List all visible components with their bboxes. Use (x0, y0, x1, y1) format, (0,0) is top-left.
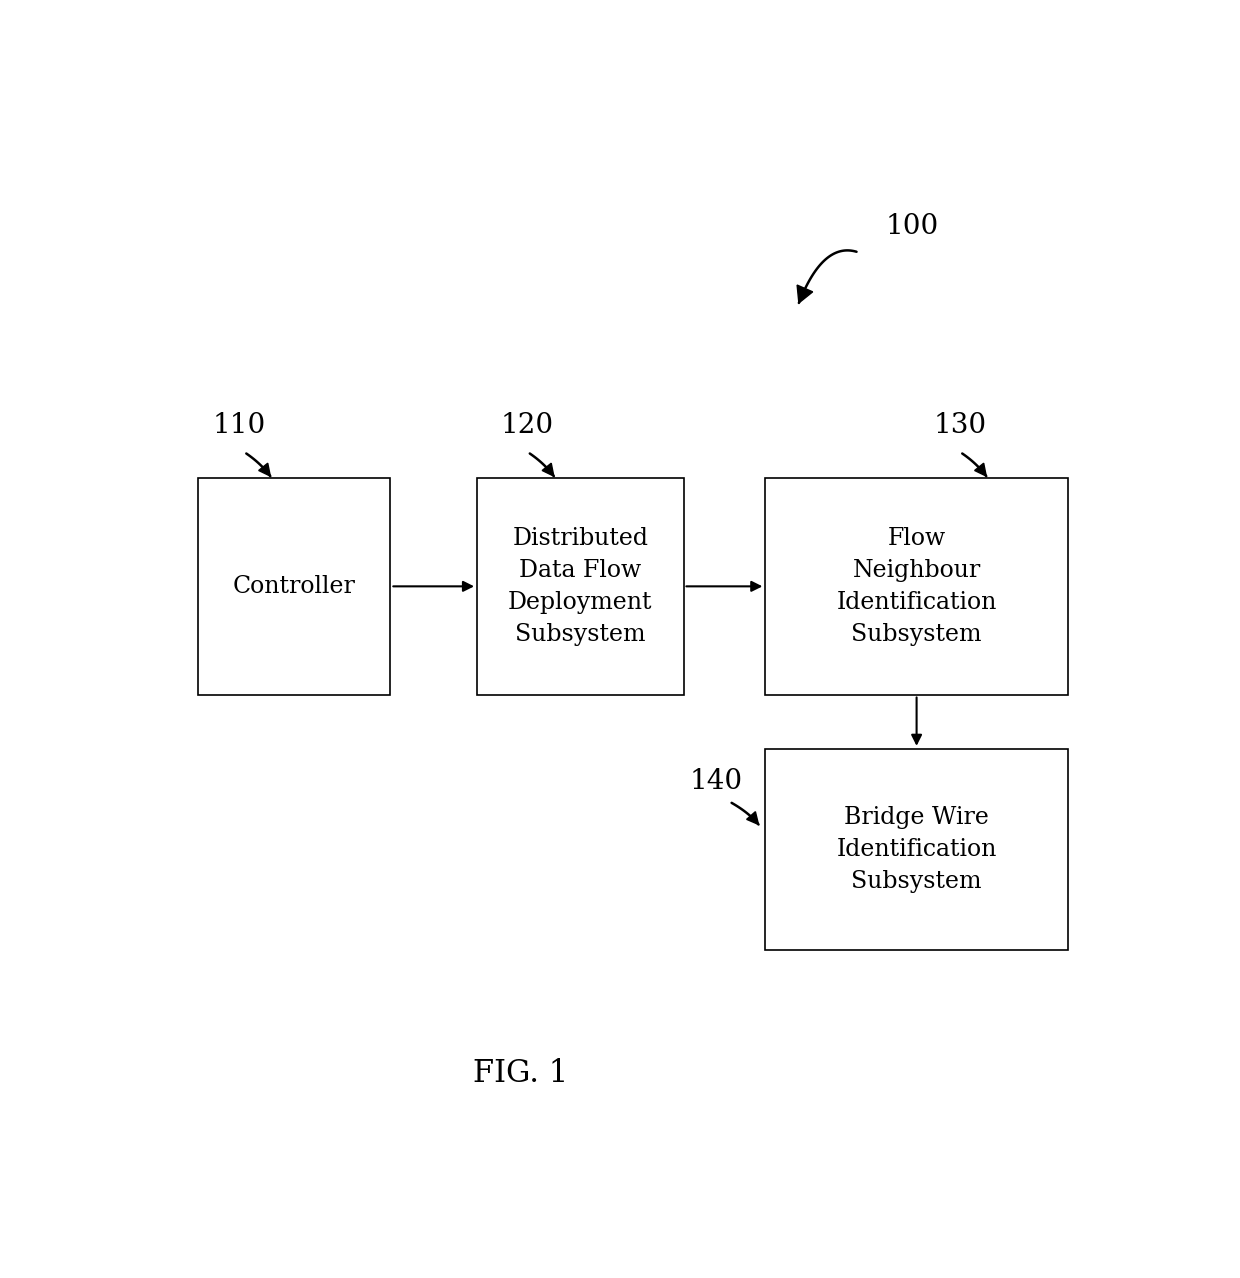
Polygon shape (797, 285, 812, 303)
Polygon shape (975, 463, 986, 477)
Bar (477, 478, 683, 694)
Text: 100: 100 (885, 213, 939, 240)
Text: Controller: Controller (233, 575, 356, 598)
Text: Flow
Neighbour
Identification
Subsystem: Flow Neighbour Identification Subsystem (837, 527, 997, 645)
Bar (765, 478, 1068, 694)
Text: 140: 140 (689, 768, 743, 795)
Text: FIG. 1: FIG. 1 (472, 1058, 568, 1089)
Text: 110: 110 (213, 412, 265, 438)
Polygon shape (746, 812, 759, 824)
Text: 120: 120 (501, 412, 554, 438)
Polygon shape (542, 463, 554, 477)
Text: Distributed
Data Flow
Deployment
Subsystem: Distributed Data Flow Deployment Subsyst… (508, 527, 652, 645)
Bar (765, 749, 1068, 951)
Bar (198, 478, 391, 694)
Text: 130: 130 (934, 412, 987, 438)
Polygon shape (259, 463, 270, 477)
Text: Bridge Wire
Identification
Subsystem: Bridge Wire Identification Subsystem (837, 806, 997, 893)
